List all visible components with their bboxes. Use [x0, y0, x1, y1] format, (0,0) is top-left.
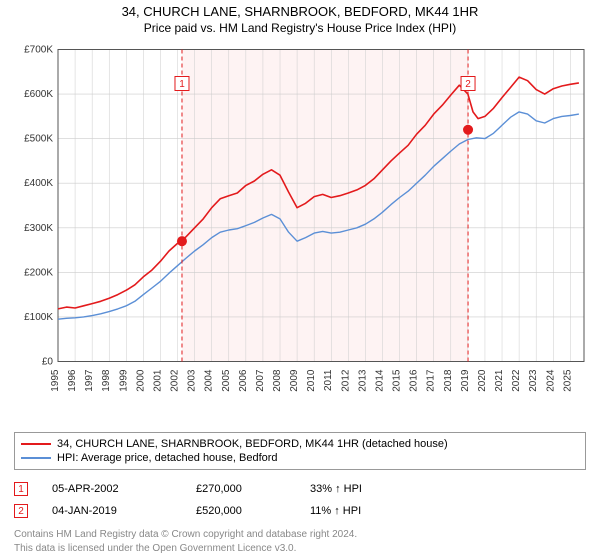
- svg-text:2014: 2014: [374, 369, 385, 392]
- svg-text:2003: 2003: [187, 369, 198, 392]
- svg-text:2005: 2005: [221, 369, 232, 392]
- sale-hpi-2: 11% ↑ HPI: [310, 505, 400, 517]
- svg-text:2020: 2020: [477, 369, 488, 392]
- svg-text:£100K: £100K: [24, 312, 53, 323]
- footer: Contains HM Land Registry data © Crown c…: [14, 528, 586, 555]
- svg-text:2016: 2016: [409, 369, 420, 392]
- svg-text:1998: 1998: [101, 369, 112, 392]
- title-block: 34, CHURCH LANE, SHARNBROOK, BEDFORD, MK…: [0, 0, 600, 37]
- svg-text:2006: 2006: [238, 369, 249, 392]
- footer-line2: This data is licensed under the Open Gov…: [14, 542, 586, 556]
- svg-text:2011: 2011: [323, 369, 334, 391]
- legend-label-hpi: HPI: Average price, detached house, Bedf…: [57, 452, 278, 464]
- svg-text:2002: 2002: [170, 369, 181, 392]
- svg-text:2004: 2004: [204, 369, 215, 392]
- svg-text:2024: 2024: [545, 369, 556, 392]
- svg-text:2001: 2001: [152, 369, 163, 392]
- sale-hpi-1: 33% ↑ HPI: [310, 483, 400, 495]
- svg-text:£700K: £700K: [24, 45, 53, 56]
- svg-text:2022: 2022: [511, 369, 522, 392]
- svg-text:1999: 1999: [118, 369, 129, 392]
- sale-price-2: £520,000: [196, 505, 286, 517]
- svg-text:2023: 2023: [528, 369, 539, 392]
- svg-text:£400K: £400K: [24, 178, 53, 189]
- svg-text:£200K: £200K: [24, 267, 53, 278]
- title-address: 34, CHURCH LANE, SHARNBROOK, BEDFORD, MK…: [0, 4, 600, 19]
- sale-price-1: £270,000: [196, 483, 286, 495]
- svg-text:2019: 2019: [460, 369, 471, 392]
- sale-date-2: 04-JAN-2019: [52, 505, 172, 517]
- legend-row-property: 34, CHURCH LANE, SHARNBROOK, BEDFORD, MK…: [21, 437, 579, 451]
- svg-text:1995: 1995: [50, 369, 61, 392]
- svg-text:2000: 2000: [135, 369, 146, 392]
- sale-date-1: 05-APR-2002: [52, 483, 172, 495]
- legend-swatch-property: [21, 443, 51, 445]
- svg-text:2: 2: [465, 79, 471, 90]
- legend-row-hpi: HPI: Average price, detached house, Bedf…: [21, 451, 579, 465]
- chart-area: £0 £100K £200K £300K £400K £500K £600K £700K 199…: [10, 41, 590, 424]
- sale-marker-1: 1: [14, 482, 28, 496]
- svg-text:£500K: £500K: [24, 134, 53, 145]
- svg-text:2012: 2012: [340, 369, 351, 392]
- svg-text:2013: 2013: [357, 369, 368, 392]
- svg-text:2025: 2025: [562, 369, 573, 392]
- svg-text:£300K: £300K: [24, 223, 53, 234]
- svg-text:2010: 2010: [306, 369, 317, 392]
- svg-text:2021: 2021: [494, 369, 505, 392]
- svg-text:2007: 2007: [255, 369, 266, 392]
- legend-label-property: 34, CHURCH LANE, SHARNBROOK, BEDFORD, MK…: [57, 438, 448, 450]
- svg-text:£600K: £600K: [24, 89, 53, 100]
- svg-text:1: 1: [179, 79, 185, 90]
- sale-row-2: 2 04-JAN-2019 £520,000 11% ↑ HPI: [14, 500, 586, 522]
- title-subtitle: Price paid vs. HM Land Registry's House …: [0, 21, 600, 35]
- sale-row-1: 1 05-APR-2002 £270,000 33% ↑ HPI: [14, 478, 586, 500]
- svg-text:2018: 2018: [443, 369, 454, 392]
- chart-container: 34, CHURCH LANE, SHARNBROOK, BEDFORD, MK…: [0, 0, 600, 560]
- svg-text:2009: 2009: [289, 369, 300, 392]
- svg-text:2015: 2015: [392, 369, 403, 392]
- sale-marker-2: 2: [14, 504, 28, 518]
- line-chart-svg: £0 £100K £200K £300K £400K £500K £600K £700K 199…: [10, 41, 590, 424]
- legend-box: 34, CHURCH LANE, SHARNBROOK, BEDFORD, MK…: [14, 432, 586, 470]
- svg-text:1997: 1997: [84, 369, 95, 392]
- footer-line1: Contains HM Land Registry data © Crown c…: [14, 528, 586, 542]
- sale-rows: 1 05-APR-2002 £270,000 33% ↑ HPI 2 04-JA…: [14, 478, 586, 522]
- legend-swatch-hpi: [21, 457, 51, 459]
- svg-text:2008: 2008: [272, 369, 283, 392]
- svg-text:£0: £0: [42, 357, 54, 368]
- svg-text:2017: 2017: [426, 369, 437, 392]
- svg-text:1996: 1996: [67, 369, 78, 392]
